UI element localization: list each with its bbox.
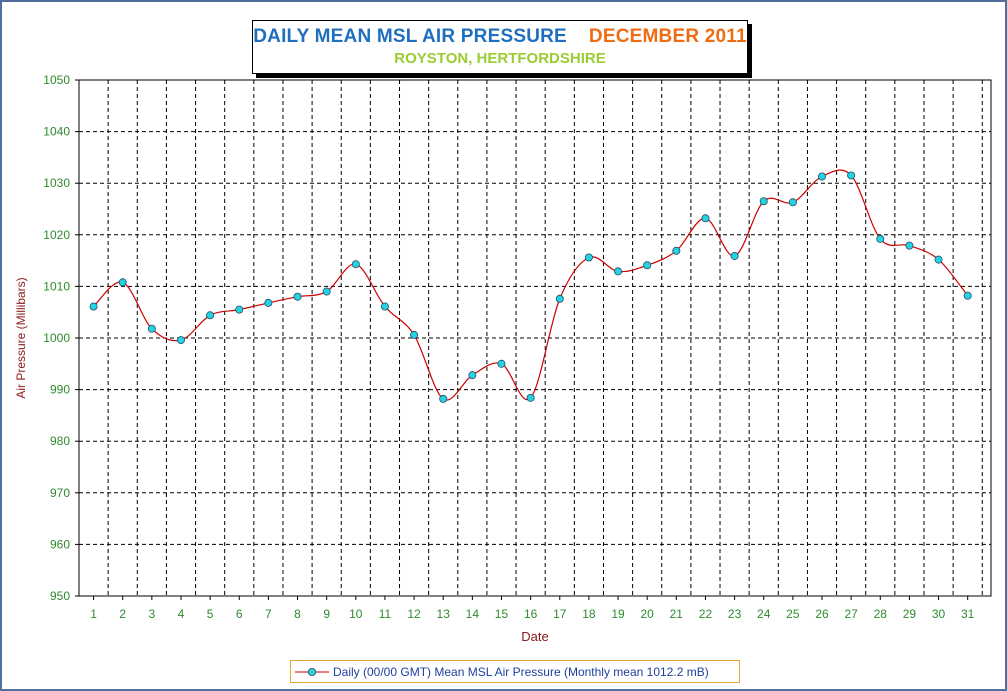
x-tick-label: 23 bbox=[728, 607, 742, 621]
data-point bbox=[176, 336, 185, 345]
data-point bbox=[380, 302, 389, 311]
chart-title: DAILY MEAN MSL AIR PRESSURE bbox=[253, 26, 567, 47]
x-tick-label: 16 bbox=[524, 607, 538, 621]
x-tick-label: 28 bbox=[874, 607, 888, 621]
data-point bbox=[439, 394, 448, 403]
x-tick-label: 9 bbox=[323, 607, 330, 621]
data-point bbox=[818, 172, 827, 181]
x-tick-label: 29 bbox=[903, 607, 917, 621]
chart-subtitle: ROYSTON, HERTFORDSHIRE bbox=[394, 50, 606, 67]
data-point bbox=[672, 246, 681, 255]
x-tick-label: 11 bbox=[379, 607, 392, 621]
data-point bbox=[351, 260, 360, 269]
data-point bbox=[293, 292, 302, 301]
data-point bbox=[963, 291, 972, 300]
data-point bbox=[643, 261, 652, 270]
x-tick-label: 19 bbox=[611, 607, 625, 621]
x-tick-label: 24 bbox=[757, 607, 771, 621]
x-tick-label: 4 bbox=[178, 607, 185, 621]
chart-title-box: DAILY MEAN MSL AIR PRESSURE DECEMBER 2011… bbox=[252, 20, 748, 74]
x-tick-label: 20 bbox=[640, 607, 654, 621]
x-tick-label: 26 bbox=[815, 607, 829, 621]
data-point bbox=[759, 197, 768, 206]
data-point bbox=[410, 330, 419, 339]
y-tick-label: 960 bbox=[50, 537, 70, 551]
y-tick-label: 950 bbox=[50, 589, 70, 603]
x-tick-label: 27 bbox=[844, 607, 858, 621]
y-tick-label: 970 bbox=[50, 486, 70, 500]
x-tick-label: 12 bbox=[407, 607, 421, 621]
data-point bbox=[584, 253, 593, 262]
data-point bbox=[264, 298, 273, 307]
data-point bbox=[235, 305, 244, 314]
data-point bbox=[876, 234, 885, 243]
data-point bbox=[322, 287, 331, 296]
data-point bbox=[555, 294, 564, 303]
x-tick-label: 25 bbox=[786, 607, 800, 621]
x-tick-label: 17 bbox=[553, 607, 567, 621]
y-tick-label: 1030 bbox=[43, 176, 70, 190]
x-tick-label: 7 bbox=[265, 607, 272, 621]
x-tick-label: 31 bbox=[961, 607, 975, 621]
y-tick-label: 980 bbox=[50, 434, 70, 448]
data-point bbox=[118, 278, 127, 287]
data-point bbox=[934, 255, 943, 264]
x-tick-label: 21 bbox=[670, 607, 684, 621]
x-tick-label: 13 bbox=[437, 607, 451, 621]
legend-swatch bbox=[295, 667, 329, 676]
data-point bbox=[526, 393, 535, 402]
data-point bbox=[89, 302, 98, 311]
data-point bbox=[614, 267, 623, 276]
x-tick-label: 15 bbox=[495, 607, 509, 621]
x-tick-label: 8 bbox=[294, 607, 301, 621]
x-tick-label: 22 bbox=[699, 607, 713, 621]
y-tick-label: 1010 bbox=[43, 279, 70, 293]
y-tick-label: 1040 bbox=[43, 125, 70, 139]
x-tick-label: 6 bbox=[236, 607, 243, 621]
x-tick-label: 10 bbox=[349, 607, 363, 621]
x-tick-label: 18 bbox=[582, 607, 596, 621]
chart-legend: Daily (00/00 GMT) Mean MSL Air Pressure … bbox=[290, 660, 740, 683]
data-point bbox=[730, 251, 739, 260]
legend-label: Daily (00/00 GMT) Mean MSL Air Pressure … bbox=[333, 664, 709, 679]
x-tick-label: 3 bbox=[148, 607, 155, 621]
chart-title-line: DAILY MEAN MSL AIR PRESSURE DECEMBER 2011 bbox=[253, 26, 747, 48]
data-point bbox=[905, 241, 914, 250]
y-tick-label: 990 bbox=[50, 383, 70, 397]
x-tick-label: 30 bbox=[932, 607, 946, 621]
chart-title-month: DECEMBER 2011 bbox=[588, 26, 747, 47]
data-point bbox=[497, 359, 506, 368]
data-point bbox=[788, 198, 797, 207]
y-tick-label: 1020 bbox=[43, 228, 70, 242]
y-tick-label: 1000 bbox=[43, 331, 70, 345]
data-point bbox=[701, 214, 710, 223]
data-point bbox=[206, 311, 215, 320]
legend-swatch-marker bbox=[307, 667, 316, 676]
x-tick-label: 14 bbox=[466, 607, 480, 621]
x-tick-label: 1 bbox=[90, 607, 97, 621]
x-tick-label: 2 bbox=[119, 607, 126, 621]
x-tick-label: 5 bbox=[207, 607, 214, 621]
data-point bbox=[847, 171, 856, 180]
y-axis-title: Air Pressure (Millibars) bbox=[14, 277, 28, 398]
data-point bbox=[147, 324, 156, 333]
y-tick-label: 1050 bbox=[43, 73, 70, 87]
data-point bbox=[468, 371, 477, 380]
x-axis-title: Date bbox=[521, 629, 548, 644]
